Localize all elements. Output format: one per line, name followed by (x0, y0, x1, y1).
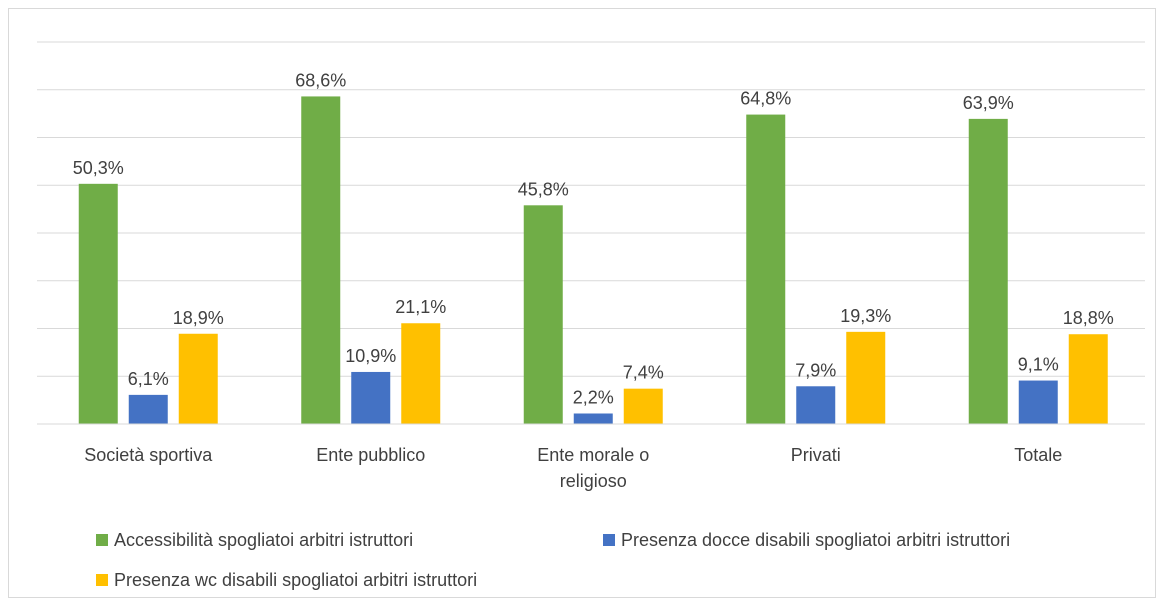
bar (401, 323, 441, 424)
data-label: 19,3% (840, 306, 891, 326)
bar (968, 118, 1008, 424)
data-label: 2,2% (573, 387, 614, 407)
data-label: 21,1% (395, 297, 446, 317)
legend-swatch (96, 534, 108, 546)
data-label: 18,8% (1063, 308, 1114, 328)
x-tick-label: Società sportiva (84, 445, 213, 465)
data-label: 68,6% (295, 70, 346, 90)
bar (1018, 380, 1058, 424)
x-tick-label: Totale (1014, 445, 1063, 465)
bar (178, 333, 218, 424)
legend: Accessibilità spogliatoi arbitri istrutt… (96, 526, 1126, 594)
data-label: 6,1% (128, 369, 169, 389)
data-label: 64,8% (740, 89, 791, 109)
legend-swatch (96, 574, 108, 586)
data-label: 10,9% (345, 346, 396, 366)
bar (846, 331, 886, 424)
x-tick-label: Ente pubblico (316, 445, 426, 465)
bar (523, 205, 563, 424)
legend-item: Presenza wc disabili spogliatoi arbitri … (96, 566, 603, 594)
data-label: 7,9% (795, 360, 836, 380)
data-label: 45,8% (518, 179, 569, 199)
legend-label: Accessibilità spogliatoi arbitri istrutt… (114, 529, 414, 550)
legend-item: Accessibilità spogliatoi arbitri istrutt… (96, 526, 603, 554)
legend-label: Presenza wc disabili spogliatoi arbitri … (114, 569, 478, 590)
bar (623, 388, 663, 424)
bar (301, 96, 341, 424)
data-label: 18,9% (173, 308, 224, 328)
legend-label: Presenza docce disabili spogliatoi arbit… (621, 529, 1011, 550)
bar (1068, 334, 1108, 424)
data-label: 50,3% (73, 158, 124, 178)
legend-swatch (603, 534, 615, 546)
chart-frame (8, 8, 1156, 598)
bar (746, 114, 786, 424)
bar (128, 394, 168, 424)
data-label: 9,1% (1018, 355, 1059, 375)
bar (78, 183, 118, 424)
x-tick-label: Ente morale o religioso (537, 445, 650, 491)
bar (796, 386, 836, 424)
bar (351, 371, 391, 424)
data-label: 63,9% (963, 93, 1014, 113)
bar (573, 413, 613, 424)
data-label: 7,4% (623, 363, 664, 383)
x-tick-label: Privati (790, 445, 841, 465)
legend-item: Presenza docce disabili spogliatoi arbit… (603, 526, 1110, 554)
